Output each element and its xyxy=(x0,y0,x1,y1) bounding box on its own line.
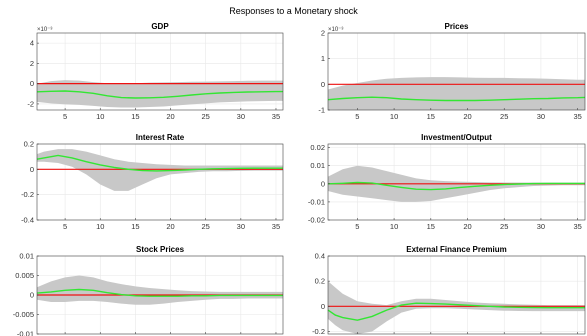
y-tick-label: -2 xyxy=(27,99,34,108)
y-tick-label: 2 xyxy=(30,59,34,68)
panel-title: Investment/Output xyxy=(421,133,492,142)
x-tick-label: 35 xyxy=(573,112,581,121)
y-tick-label: 0.005 xyxy=(15,271,34,280)
axes-box xyxy=(36,143,284,221)
x-tick-label: 20 xyxy=(166,222,174,231)
x-tick-label: 30 xyxy=(237,112,245,121)
panel-3: 5 10 15 20 25 30 35 -0.4 -0.2 0 0.2 Interest Rate xyxy=(21,133,284,231)
exponent-label: ×10⁻³ xyxy=(328,27,343,33)
panel-title: Stock Prices xyxy=(136,245,185,254)
exponent-label: ×10⁻³ xyxy=(37,27,52,33)
y-tick-label: 0 xyxy=(30,291,34,300)
x-tick-label: 20 xyxy=(166,112,174,121)
y-tick-label: -0.005 xyxy=(13,310,34,319)
y-tick-label: -0.2 xyxy=(21,190,34,199)
y-tick-label: 0 xyxy=(321,302,325,311)
x-tick-label: 35 xyxy=(272,222,280,231)
x-tick-label: 25 xyxy=(500,222,508,231)
axes-box xyxy=(327,143,586,221)
y-tick-label: 0.01 xyxy=(19,252,34,261)
y-tick-label: 0.2 xyxy=(315,277,325,286)
response-line xyxy=(36,154,283,172)
x-tick-label: 5 xyxy=(355,112,359,121)
response-line xyxy=(36,90,283,99)
confidence-band xyxy=(328,77,585,110)
response-line xyxy=(327,181,585,191)
y-tick-label: 0.2 xyxy=(24,140,34,149)
panel-4: 5 10 15 20 25 30 35 -0.02 -0.01 0 0.01 0.02 Investme… xyxy=(308,133,586,231)
y-tick-label: -0.4 xyxy=(21,216,34,225)
panel-title: External Finance Premium xyxy=(406,245,506,254)
y-tick-label: -0.01 xyxy=(308,197,325,206)
panel-2: 5 10 15 20 25 30 35 -1 0 1 2 ×10⁻³ Prices xyxy=(318,22,586,121)
y-tick-label: 4 xyxy=(30,39,34,48)
response-line xyxy=(327,96,586,102)
confidence-band xyxy=(328,281,585,334)
x-tick-label: 15 xyxy=(427,112,435,121)
confidence-band xyxy=(37,149,283,191)
x-tick-label: 35 xyxy=(573,222,581,231)
x-tick-label: 10 xyxy=(390,222,398,231)
x-tick-label: 5 xyxy=(63,112,67,121)
axes-box xyxy=(327,32,586,111)
y-tick-label: 0 xyxy=(30,165,34,174)
x-tick-label: 15 xyxy=(131,112,139,121)
x-tick-label: 20 xyxy=(463,222,471,231)
y-tick-label: 0 xyxy=(30,79,34,88)
x-tick-label: 25 xyxy=(202,112,210,121)
x-tick-label: 30 xyxy=(537,112,545,121)
x-tick-label: 25 xyxy=(202,222,210,231)
panel-5: 5101520253035-0.01-0.00500.0050.01Stock … xyxy=(13,245,284,336)
y-tick-label: 0 xyxy=(321,80,325,89)
panel-title: GDP xyxy=(151,22,169,31)
response-line xyxy=(36,288,283,297)
panel-title: Prices xyxy=(444,22,469,31)
x-tick-label: 15 xyxy=(131,222,139,231)
panel-1: 5 10 15 20 25 30 35 -2 0 2 4×10⁻³ GDP xyxy=(27,22,284,121)
axes-box xyxy=(327,255,586,335)
x-tick-label: 10 xyxy=(96,222,104,231)
y-tick-label: 0 xyxy=(321,179,325,188)
x-tick-label: 10 xyxy=(390,112,398,121)
x-tick-label: 25 xyxy=(500,112,508,121)
y-tick-label: 1 xyxy=(321,54,325,63)
y-tick-label: -0.2 xyxy=(312,327,325,336)
confidence-band xyxy=(37,275,283,305)
x-tick-label: 15 xyxy=(427,222,435,231)
x-tick-label: 35 xyxy=(272,112,280,121)
x-tick-label: 20 xyxy=(463,112,471,121)
x-tick-label: 30 xyxy=(537,222,545,231)
y-tick-label: -0.02 xyxy=(308,216,325,225)
figure-title: Responses to a Monetary shock xyxy=(229,6,358,16)
x-tick-label: 10 xyxy=(96,112,104,121)
y-tick-label: 0.02 xyxy=(310,143,325,152)
y-tick-label: -0.01 xyxy=(17,330,34,336)
response-line xyxy=(327,302,585,321)
confidence-band xyxy=(37,80,283,108)
x-tick-label: 5 xyxy=(355,222,359,231)
x-tick-label: 30 xyxy=(237,222,245,231)
x-tick-label: 5 xyxy=(63,222,67,231)
y-tick-label: 2 xyxy=(321,29,325,38)
y-tick-label: 0.01 xyxy=(310,161,325,170)
panel-title: Interest Rate xyxy=(136,133,185,142)
y-tick-label: 0.4 xyxy=(315,252,325,261)
y-tick-label: -1 xyxy=(318,106,325,115)
axes-box xyxy=(36,32,284,111)
